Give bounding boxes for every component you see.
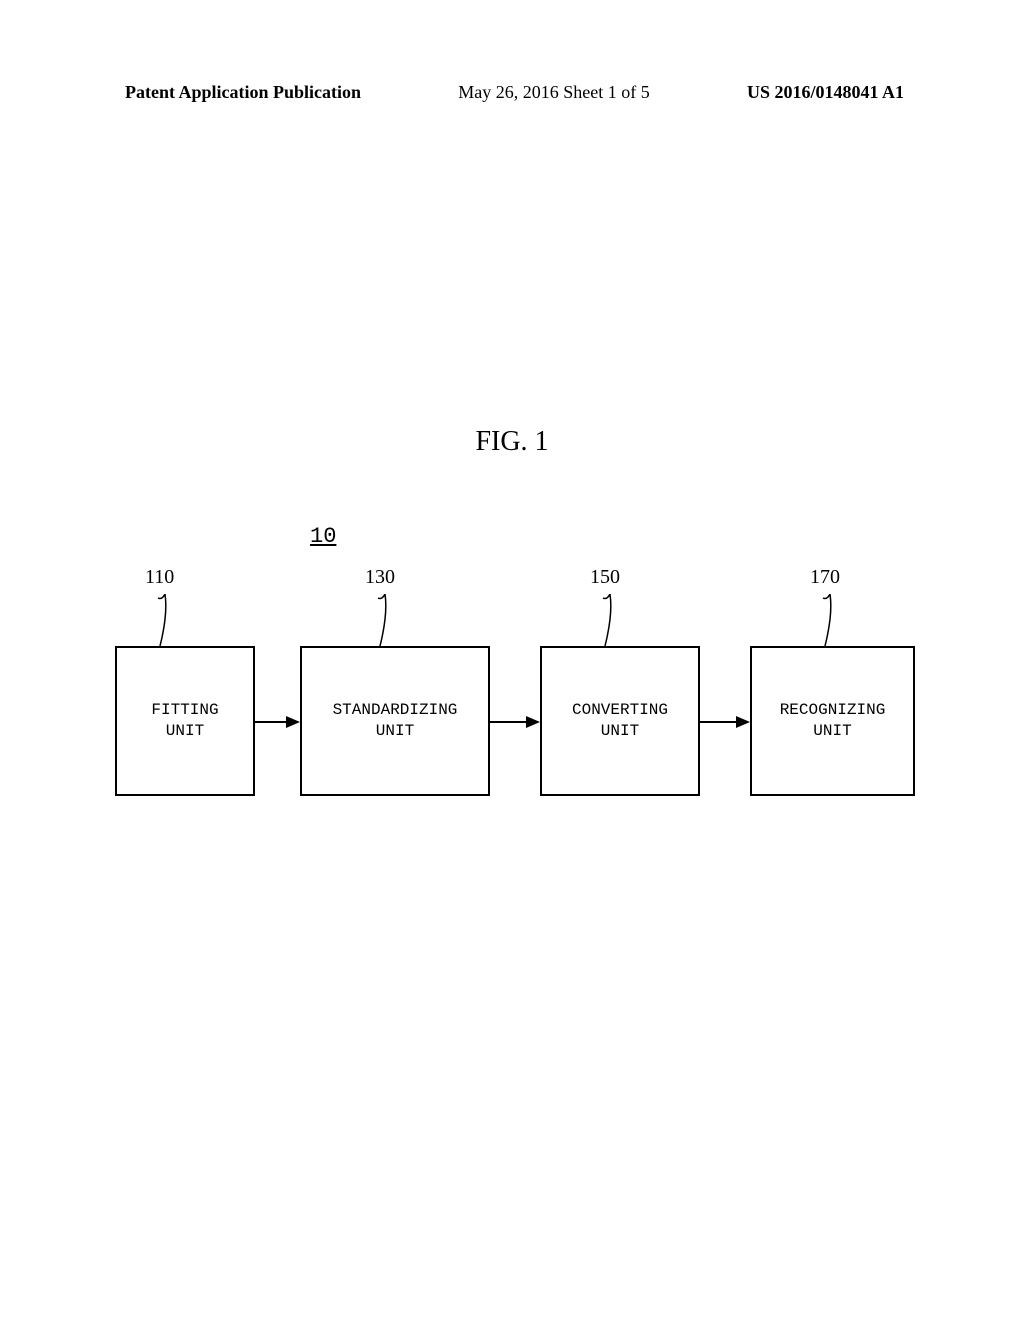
header-right: US 2016/0148041 A1 [747,82,904,103]
ref-number-170: 170 [810,566,840,589]
arrow-line-2 [700,721,740,723]
leader-line-130 [360,594,410,649]
page-header: Patent Application Publication May 26, 2… [0,82,1024,103]
block-diagram: FITTINGUNIT110STANDARDIZINGUNIT130CONVER… [115,576,915,816]
leader-line-150 [585,594,635,649]
block-label: STANDARDIZINGUNIT [333,700,458,742]
leader-line-170 [805,594,855,649]
ref-number-130: 130 [365,566,395,589]
arrow-head-icon [736,716,750,728]
block-150: CONVERTINGUNIT [540,646,700,796]
block-label: RECOGNIZINGUNIT [780,700,886,742]
ref-number-150: 150 [590,566,620,589]
header-left: Patent Application Publication [125,82,361,103]
figure-label: FIG. 1 [475,426,548,458]
block-170: RECOGNIZINGUNIT [750,646,915,796]
system-ref-number: 10 [310,524,336,549]
block-label: CONVERTINGUNIT [572,700,668,742]
arrow-line-1 [490,721,530,723]
arrow-line-0 [255,721,290,723]
leader-line-110 [140,594,190,649]
header-center: May 26, 2016 Sheet 1 of 5 [458,82,649,103]
block-110: FITTINGUNIT [115,646,255,796]
arrow-head-icon [526,716,540,728]
block-label: FITTINGUNIT [151,700,218,742]
arrow-head-icon [286,716,300,728]
block-130: STANDARDIZINGUNIT [300,646,490,796]
ref-number-110: 110 [145,566,174,589]
